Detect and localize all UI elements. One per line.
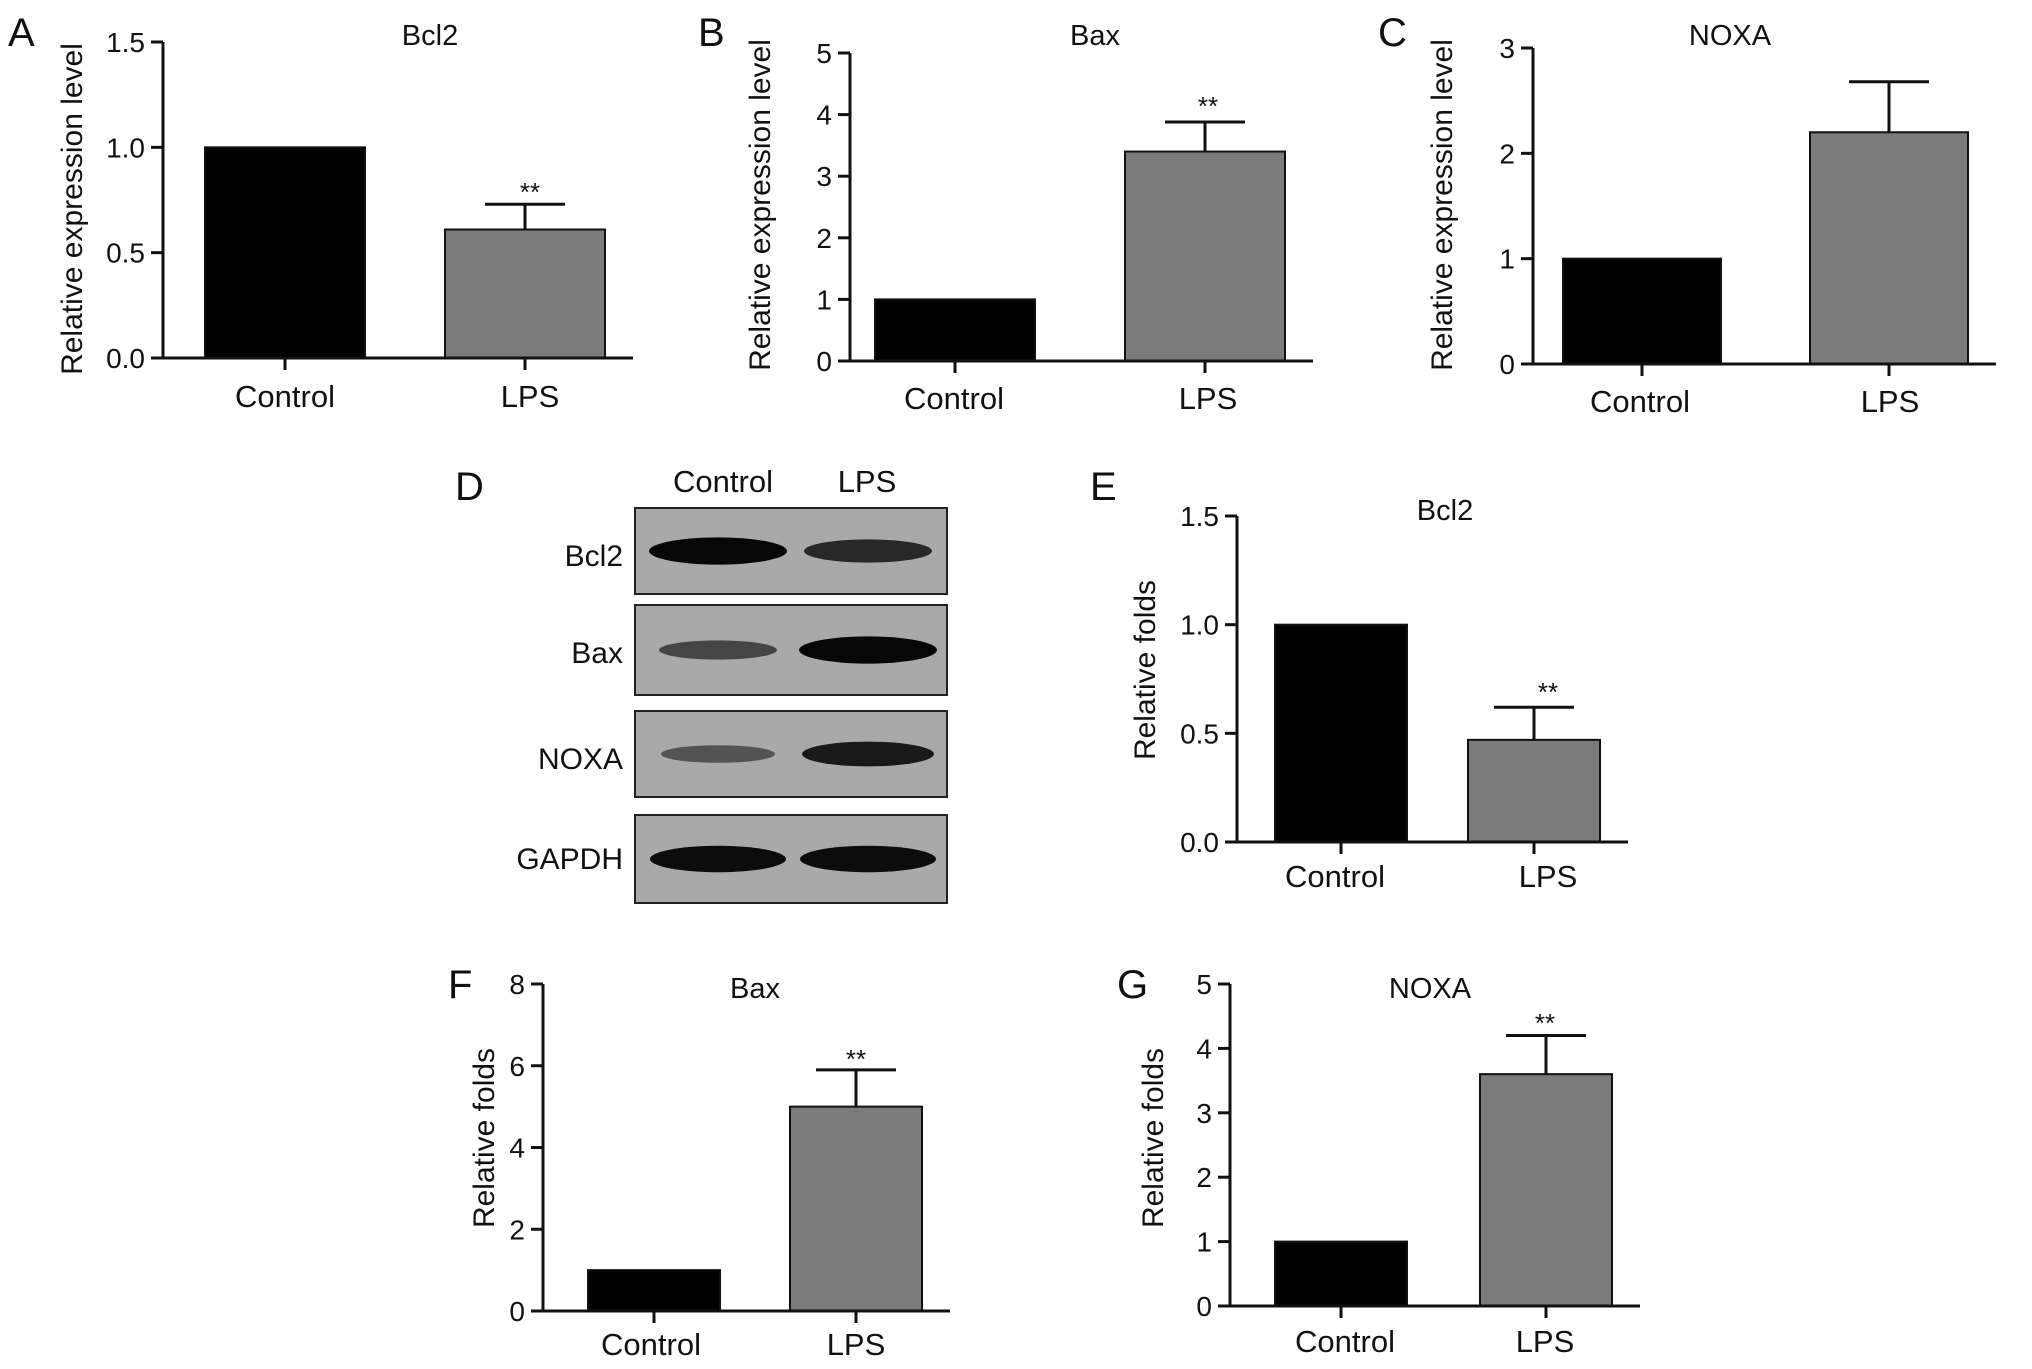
y-tick-label: 4 [1196,1033,1212,1064]
chart-panel-f: F Bax Relative folds ** Control LPS 0 2 4 6… [448,963,950,1362]
y-tick-label: 1 [816,284,832,315]
y-tick-label: 2 [509,1214,525,1245]
x-category-label: LPS [1519,859,1578,894]
x-category-label: Control [904,381,1004,416]
y-tick-label: 1 [1499,244,1515,275]
panel-letter-f: F [448,963,472,1007]
chart-title: Bax [730,973,780,1005]
bar-control [1274,623,1408,844]
x-category-label: LPS [1516,1324,1575,1359]
x-category-label: Control [1295,1324,1395,1359]
chart-panel-c: C NOXA Relative expression level Control… [1378,11,1996,419]
y-tick-label: 5 [816,38,832,69]
panel-letter-d: D [455,465,484,509]
x-category-label: LPS [1861,384,1920,419]
significance-marker: ** [520,177,540,207]
blot-band [650,845,786,873]
blot-column-label: Control [673,464,773,499]
significance-marker: ** [1535,1008,1555,1038]
blot-row-label: Bcl2 [565,540,623,573]
y-axis-label: Relative expression level [744,39,777,371]
y-tick-label: 1.5 [1180,501,1219,532]
x-category-label: LPS [827,1327,886,1362]
x-category-label: LPS [1179,381,1238,416]
bar-lps [789,1105,923,1312]
blot-column-label: LPS [838,464,897,499]
bar-control [1562,257,1722,365]
chart-title: NOXA [1389,973,1472,1005]
y-tick-label: 8 [509,969,525,1000]
y-tick-label: 2 [816,223,832,254]
y-tick-label: 0.5 [1180,718,1219,749]
y-axis-label: Relative expression level [1426,39,1459,371]
chart-title: Bcl2 [1417,495,1473,527]
bar-lps [1124,150,1286,362]
significance-marker: ** [846,1044,866,1074]
y-axis-label: Relative folds [1137,1048,1170,1228]
x-category-label: Control [601,1327,701,1362]
blot-row-label: Bax [571,637,623,670]
x-category-label: Control [235,379,335,414]
blot-band [649,537,787,565]
x-category-label: Control [1590,384,1690,419]
bar-lps [444,228,606,359]
bar-lps [1467,738,1601,843]
panel-letter-g: G [1117,963,1148,1007]
western-blot-panel: D Control LPS Bcl2 Bax NOXA GAPDH [455,464,948,904]
y-tick-label: 2 [1499,138,1515,169]
y-tick-label: 3 [816,161,832,192]
blot-band [800,845,936,873]
y-tick-label: 1.5 [106,27,145,58]
chart-panel-a: A Bcl2 Relative expression level ** Cont… [8,11,633,414]
y-tick-label: 0 [816,346,832,377]
y-axis-label: Relative expression level [56,43,89,375]
y-axis-label: Relative folds [1129,580,1162,760]
blot-row-label: GAPDH [516,843,623,876]
y-tick-label: 6 [509,1051,525,1082]
y-tick-label: 5 [1196,969,1212,1000]
bar-lps [1809,131,1969,365]
panel-letter-c: C [1378,11,1407,55]
chart-title: Bcl2 [402,20,458,52]
blot-band [802,741,934,767]
blot-band [804,539,932,563]
bar-control [874,298,1036,362]
panel-letter-b: B [698,11,725,55]
chart-panel-g: G NOXA Relative folds ** Control LPS 0 1 2… [1117,963,1640,1359]
x-category-label: Control [1285,859,1385,894]
blot-band [659,640,777,660]
bar-lps [1479,1073,1613,1308]
blot-row-label: NOXA [538,743,623,776]
y-tick-label: 3 [1499,33,1515,64]
y-tick-label: 3 [1196,1098,1212,1129]
bar-control [587,1269,721,1312]
y-tick-label: 0 [1196,1291,1212,1322]
panel-letter-a: A [8,11,35,55]
chart-title: Bax [1070,20,1120,52]
bar-control [1274,1240,1408,1307]
y-tick-label: 0.5 [106,238,145,269]
panel-letter-e: E [1090,465,1117,509]
y-tick-label: 4 [509,1133,525,1164]
significance-marker: ** [1538,677,1558,707]
y-tick-label: 2 [1196,1162,1212,1193]
y-tick-label: 1.0 [106,132,145,163]
chart-panel-e: E Bcl2 Relative folds ** Control LPS 0.0… [1090,465,1628,894]
y-tick-label: 0 [509,1296,525,1327]
y-axis-label: Relative folds [468,1048,501,1228]
x-category-label: LPS [501,379,560,414]
y-tick-label: 1.0 [1180,610,1219,641]
chart-title: NOXA [1689,20,1772,52]
y-tick-label: 1 [1196,1227,1212,1258]
blot-band [661,745,775,763]
y-tick-label: 0.0 [106,343,145,374]
chart-panel-b: B Bax Relative expression level ** Contr… [698,11,1313,416]
y-tick-label: 4 [816,100,832,131]
y-tick-label: 0.0 [1180,827,1219,858]
bar-control [204,146,366,359]
y-tick-label: 0 [1499,349,1515,380]
blot-band [799,636,937,664]
significance-marker: ** [1198,91,1218,121]
